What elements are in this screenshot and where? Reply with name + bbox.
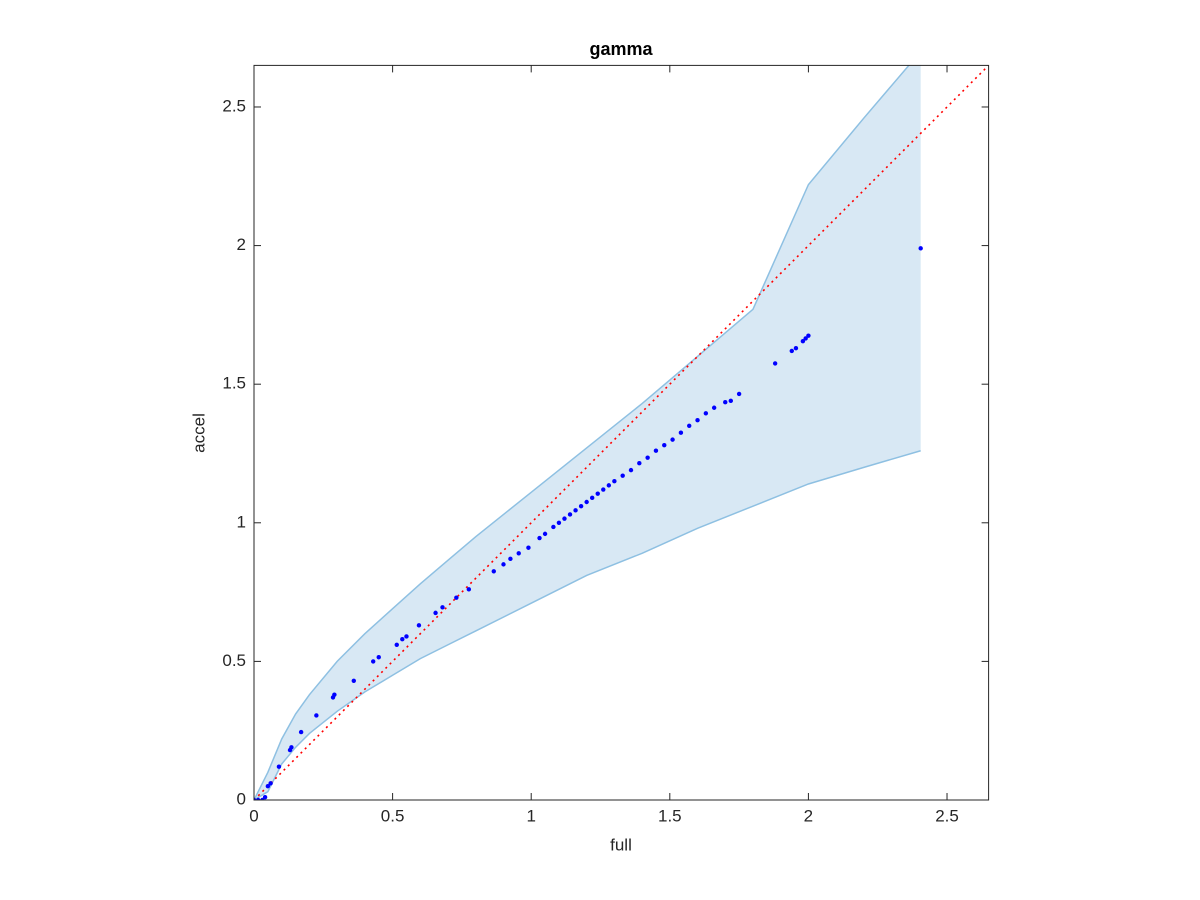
data-point <box>400 637 405 642</box>
y-tick-label: 0.5 <box>222 651 246 670</box>
data-point <box>620 473 625 478</box>
data-point <box>454 595 459 600</box>
data-point <box>918 246 923 251</box>
y-tick-label: 0 <box>237 789 246 808</box>
data-point <box>637 460 642 466</box>
data-point <box>404 634 409 639</box>
band-upper-edge <box>254 65 910 800</box>
data-point <box>268 781 273 786</box>
data-point <box>501 562 506 567</box>
data-point <box>703 411 709 416</box>
data-point <box>670 437 675 442</box>
data-point <box>556 520 562 525</box>
data-point <box>314 713 319 718</box>
data-point <box>276 764 282 769</box>
y-axis-label: accel <box>189 413 208 453</box>
data-point <box>537 535 542 541</box>
data-point <box>723 400 728 405</box>
x-tick-label: 2 <box>804 806 813 825</box>
x-tick-label: 0.5 <box>381 806 405 825</box>
data-point <box>589 495 595 501</box>
y-tick-label: 1 <box>237 512 246 531</box>
data-point <box>551 524 556 530</box>
data-point <box>711 405 717 410</box>
data-point <box>678 430 684 435</box>
data-point <box>736 391 742 397</box>
plot-area <box>254 65 989 800</box>
chart-title: gamma <box>589 39 653 59</box>
data-point <box>298 729 304 735</box>
data-point <box>433 610 438 616</box>
x-axis-label: full <box>610 835 632 854</box>
data-point <box>542 531 548 537</box>
data-point <box>289 745 294 750</box>
data-point <box>612 479 617 484</box>
data-point <box>584 499 589 505</box>
data-point <box>789 348 794 354</box>
x-tick-label: 1 <box>526 806 535 825</box>
data-point <box>416 623 422 628</box>
data-point <box>254 797 257 800</box>
data-point <box>606 483 612 488</box>
data-point <box>262 795 268 800</box>
data-point <box>662 442 667 448</box>
data-point <box>255 797 261 800</box>
axes-box <box>253 64 990 801</box>
data-point <box>567 512 573 517</box>
band-lower-edge <box>254 449 921 800</box>
data-point <box>601 487 606 492</box>
y-tick-label: 2.5 <box>222 96 246 115</box>
y-tick-label: 1.5 <box>222 374 246 393</box>
data-point <box>508 556 513 562</box>
data-point <box>394 642 399 647</box>
x-tick-label: 2.5 <box>935 806 959 825</box>
data-point <box>516 551 521 556</box>
data-point <box>440 605 445 610</box>
data-point <box>772 361 778 366</box>
data-point <box>793 345 799 351</box>
data-point <box>645 455 650 460</box>
data-point <box>803 336 808 341</box>
data-point <box>332 692 337 697</box>
data-point <box>687 423 692 428</box>
data-point <box>595 491 600 496</box>
data-point <box>800 339 806 344</box>
data-point <box>370 659 376 664</box>
data-point <box>806 333 811 338</box>
data-point <box>695 418 700 423</box>
data-point <box>562 516 567 521</box>
x-tick-label: 1.5 <box>658 806 682 825</box>
data-point <box>573 508 578 513</box>
x-tick-label: 0 <box>249 806 258 825</box>
reference-line <box>254 65 989 800</box>
data-point <box>526 545 531 550</box>
data-point <box>351 678 356 684</box>
data-point <box>653 448 659 453</box>
data-point <box>728 398 733 404</box>
data-point <box>491 569 496 574</box>
data-point <box>628 467 634 473</box>
data-point <box>376 655 381 660</box>
data-point <box>265 783 271 789</box>
y-tick-label: 2 <box>237 235 246 254</box>
data-point <box>466 587 472 592</box>
data-point <box>578 503 584 509</box>
band-area <box>254 65 921 800</box>
